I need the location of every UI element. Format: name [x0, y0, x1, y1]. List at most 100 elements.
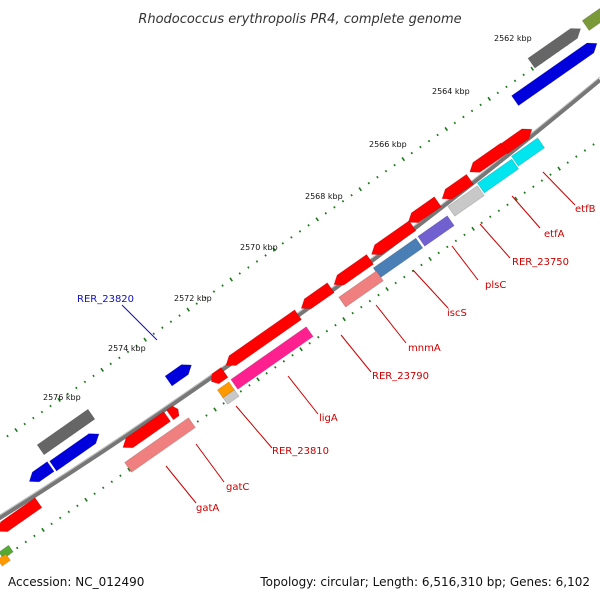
scale-tick: [487, 96, 492, 101]
gene-lightgray-RER_23750[interactable]: [447, 185, 485, 217]
scale-tick: [101, 486, 105, 490]
scale-tick: [480, 221, 483, 225]
scale-tick: [247, 266, 250, 269]
scale-label-2574: 2574 kbp: [108, 344, 146, 353]
scale-tick: [367, 181, 371, 185]
scale-tick: [135, 344, 138, 348]
scale-tick: [186, 307, 190, 312]
scale-tick: [265, 372, 268, 375]
gene-label-RER_23810[interactable]: RER_23810: [272, 446, 329, 457]
scale-tick: [291, 353, 294, 357]
scale-tick: [14, 427, 18, 433]
gene-label-iscS[interactable]: iscS: [447, 308, 467, 319]
scale-tick: [196, 420, 200, 423]
scale-tick: [205, 414, 208, 417]
scale-tick: [6, 434, 9, 438]
gene-orange-left-edge[interactable]: [0, 553, 11, 567]
scale-tick: [298, 230, 302, 233]
scale-tick: [50, 522, 53, 526]
gene-pink-mnmA[interactable]: [338, 270, 384, 308]
scale-label-2576: 2576 kbp: [43, 393, 81, 402]
gene-label-RER_23750[interactable]: RER_23750: [512, 257, 569, 268]
gene-blue-2576[interactable]: [49, 433, 100, 472]
scale-tick: [84, 497, 88, 502]
scale-tick: [513, 79, 517, 83]
scale-tick: [109, 362, 112, 366]
scale-tick: [549, 173, 552, 176]
gene-label-etfB[interactable]: etfB: [575, 204, 596, 215]
scale-tick: [83, 380, 87, 384]
scale-tick: [351, 311, 354, 315]
scale-tick: [248, 384, 251, 387]
gene-blue-rer23820[interactable]: [164, 364, 193, 387]
gene-label-RER_23820[interactable]: RER_23820: [77, 294, 134, 305]
gene-gray-2576[interactable]: [36, 408, 96, 456]
gene-features: [0, 3, 600, 567]
scale-tick: [454, 239, 458, 243]
scale-tick: [583, 149, 587, 152]
gene-green-left-edge[interactable]: [0, 544, 14, 560]
gene-red-1[interactable]: [469, 142, 509, 173]
scale-tick: [592, 143, 595, 146]
scale-tick: [41, 527, 45, 532]
scale-tick: [411, 269, 415, 273]
gene-red-bottom-left[interactable]: [0, 497, 43, 533]
gene-label-etfA[interactable]: etfA: [544, 229, 565, 240]
gene-red-small[interactable]: [211, 366, 229, 385]
gene-red-6[interactable]: [300, 282, 335, 310]
gene-red-ligA-outer[interactable]: [225, 309, 303, 366]
scale-tick: [557, 166, 561, 171]
gene-red-2[interactable]: [441, 173, 474, 200]
gene-pink-gatA[interactable]: [124, 417, 196, 473]
scale-tick: [274, 366, 277, 369]
scale-tick: [401, 157, 406, 162]
scale-tick: [307, 224, 310, 227]
gene-red-5[interactable]: [333, 253, 375, 286]
scale-tick: [462, 115, 465, 119]
scale-tick: [213, 407, 217, 412]
scale-tick: [126, 350, 130, 354]
scale-tick: [377, 293, 380, 297]
gene-label-gatA[interactable]: gatA: [196, 503, 219, 514]
scale-tick: [410, 151, 414, 155]
gene-red-3[interactable]: [407, 196, 442, 224]
scale-tick: [479, 103, 482, 107]
gene-red-gatA-upper[interactable]: [122, 411, 172, 449]
scale-tick: [272, 247, 276, 252]
gene-olive-top[interactable]: [581, 3, 600, 32]
gene-red-tiny[interactable]: [165, 405, 180, 421]
scale-tick: [530, 66, 535, 71]
scale-tick: [532, 185, 535, 188]
gene-label-mnmA[interactable]: mnmA: [408, 343, 441, 354]
scale-tick: [453, 121, 457, 125]
scale-tick: [24, 540, 28, 544]
scale-tick: [437, 251, 440, 255]
gene-magenta-ligA[interactable]: [230, 326, 314, 390]
scale-tick: [33, 534, 36, 538]
gene-label-plsC[interactable]: plsC: [485, 280, 506, 291]
scale-tick: [143, 337, 147, 342]
scale-tick: [566, 161, 569, 164]
gene-purple-plsC[interactable]: [417, 215, 455, 247]
gene-label-ligA[interactable]: ligA: [319, 413, 338, 424]
scale-tick: [178, 314, 181, 317]
scale-tick: [505, 85, 508, 89]
gene-cyan-etfA[interactable]: [476, 158, 520, 194]
scale-tick: [308, 341, 311, 345]
scale-tick: [32, 416, 35, 420]
scale-tick: [127, 467, 131, 472]
scale-tick: [325, 329, 329, 333]
scale-label-2572: 2572 kbp: [174, 294, 212, 303]
scale-tick: [222, 402, 225, 405]
scale-tick: [161, 326, 164, 329]
gene-label-gatC[interactable]: gatC: [226, 482, 249, 493]
gene-cyan-etfB[interactable]: [510, 137, 546, 167]
gene-lightgray-small[interactable]: [222, 389, 240, 405]
scale-tick: [169, 320, 173, 323]
gene-label-RER_23790[interactable]: RER_23790: [372, 371, 429, 382]
gene-blue-2563[interactable]: [511, 42, 598, 107]
gene-blue-left[interactable]: [28, 461, 55, 483]
gene-gray-2562[interactable]: [527, 28, 582, 69]
gene-red-4[interactable]: [370, 220, 417, 256]
